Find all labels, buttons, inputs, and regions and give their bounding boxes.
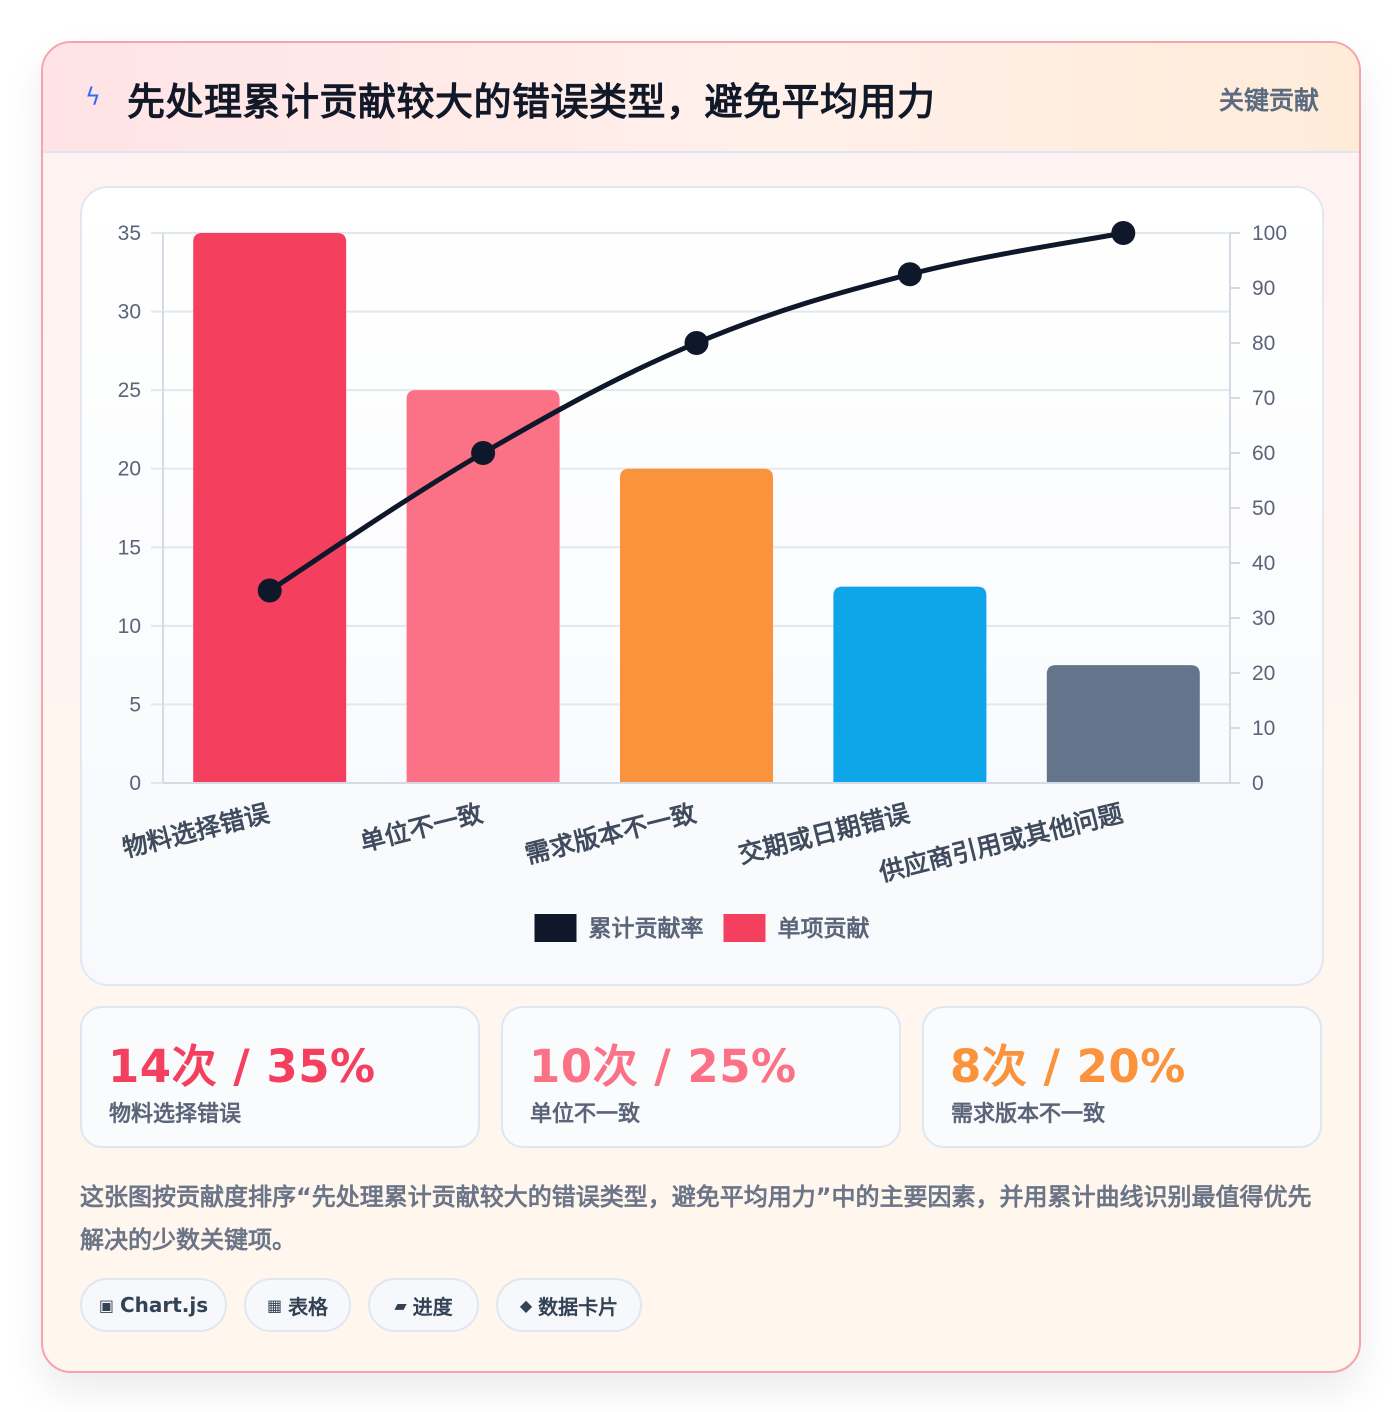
y-left-tick-label: 20 (118, 458, 141, 481)
page-title: 先处理累计贡献较大的错误类型，避免平均用力 (127, 80, 936, 124)
stat-label: 单位不一致 (530, 1102, 641, 1127)
stat-card-1: 14次 / 35% 物料选择错误 (80, 1006, 480, 1148)
card-header: ϟ 先处理累计贡献较大的错误类型，避免平均用力 关键贡献 (43, 43, 1359, 153)
chip-label: 表格 (288, 1294, 329, 1319)
x-category-label: 供应商引用或其他问题 (875, 799, 1126, 888)
stat-card-2: 10次 / 25% 单位不一致 (501, 1006, 901, 1148)
y-right-tick-label: 0 (1252, 772, 1264, 795)
y-left-tick-label: 25 (118, 379, 141, 402)
chart-icon: ▣ (98, 1295, 114, 1315)
x-category-label: 物料选择错误 (120, 798, 274, 863)
bar-5[interactable] (1046, 665, 1200, 783)
y-right-tick-label: 40 (1252, 552, 1275, 575)
bar-3[interactable] (620, 468, 773, 783)
chart-description: 这张图按贡献度排序“先处理累计贡献较大的错误类型，避免平均用力”中的主要因素，并… (80, 1183, 1312, 1254)
key-contribution-badge: 关键贡献 (1218, 86, 1319, 115)
x-category-label: 单位不一致 (357, 798, 486, 857)
y-right-tick-label: 60 (1252, 442, 1275, 465)
chart-panel: 0 5 10 15 20 25 30 35 0 10 20 30 40 50 60 70 80 90 100 物料选… (80, 186, 1324, 986)
y-left-tick-label: 15 (118, 536, 141, 559)
legend-label: 单项贡献 (778, 916, 870, 942)
stat-label: 需求版本不一致 (951, 1102, 1106, 1127)
cumulative-point-4[interactable] (897, 262, 922, 287)
chip-label: 数据卡片 (538, 1294, 619, 1319)
bar-2[interactable] (406, 390, 560, 783)
chip-label: Chart.js (119, 1293, 209, 1317)
pareto-card: ϟ 先处理累计贡献较大的错误类型，避免平均用力 关键贡献 0 5 10 15 20 25 3… (41, 41, 1361, 1373)
cumulative-point-2[interactable] (471, 441, 496, 465)
cumulative-point-3[interactable] (684, 331, 709, 355)
diamond-icon: ◆ (519, 1295, 533, 1315)
bar-1[interactable] (193, 233, 347, 783)
bar-4[interactable] (833, 586, 987, 783)
y-left-tick-label: 35 (118, 222, 141, 245)
legend-swatch (723, 914, 766, 942)
y-left-tick-label: 10 (118, 615, 141, 638)
stat-value: 10次 / 25% (529, 1040, 797, 1093)
y-right-tick-label: 10 (1252, 717, 1275, 740)
stat-value: 14次 / 35% (108, 1040, 376, 1093)
stat-card-3: 8次 / 20% 需求版本不一致 (922, 1006, 1322, 1148)
stat-value: 8次 / 20% (950, 1040, 1186, 1093)
y-right-tick-label: 20 (1252, 662, 1275, 685)
stat-label: 物料选择错误 (109, 1102, 242, 1127)
chip-table[interactable]: ▦ 表格 (244, 1278, 351, 1332)
y-left-tick-label: 0 (129, 772, 141, 795)
pareto-chart: 0 5 10 15 20 25 30 35 0 10 20 30 40 50 60 70 80 90 100 物料选… (118, 221, 1287, 942)
chip-chartjs[interactable]: ▣ Chart.js (80, 1278, 227, 1332)
y-right-tick-label: 50 (1252, 497, 1275, 520)
lightning-icon: ϟ (85, 83, 101, 111)
y-right-tick-label: 80 (1252, 332, 1275, 355)
chip-data-cards[interactable]: ◆ 数据卡片 (496, 1278, 642, 1332)
y-left-tick-label: 5 (129, 693, 141, 716)
chip-label: 进度 (412, 1294, 453, 1319)
x-category-label: 需求版本不一致 (522, 798, 700, 869)
table-icon: ▦ (266, 1295, 283, 1315)
y-right-tick-label: 100 (1252, 222, 1287, 245)
cumulative-point-5[interactable] (1111, 221, 1136, 245)
legend-swatch (534, 914, 577, 942)
y-left-tick-label: 30 (118, 301, 141, 324)
y-right-tick-label: 30 (1252, 607, 1275, 630)
progress-icon: ▰ (394, 1295, 407, 1315)
y-right-tick-label: 90 (1252, 277, 1275, 300)
chip-progress[interactable]: ▰ 进度 (368, 1278, 479, 1332)
cumulative-point-1[interactable] (257, 578, 282, 603)
y-right-tick-label: 70 (1252, 387, 1275, 410)
legend-label: 累计贡献率 (589, 915, 704, 942)
